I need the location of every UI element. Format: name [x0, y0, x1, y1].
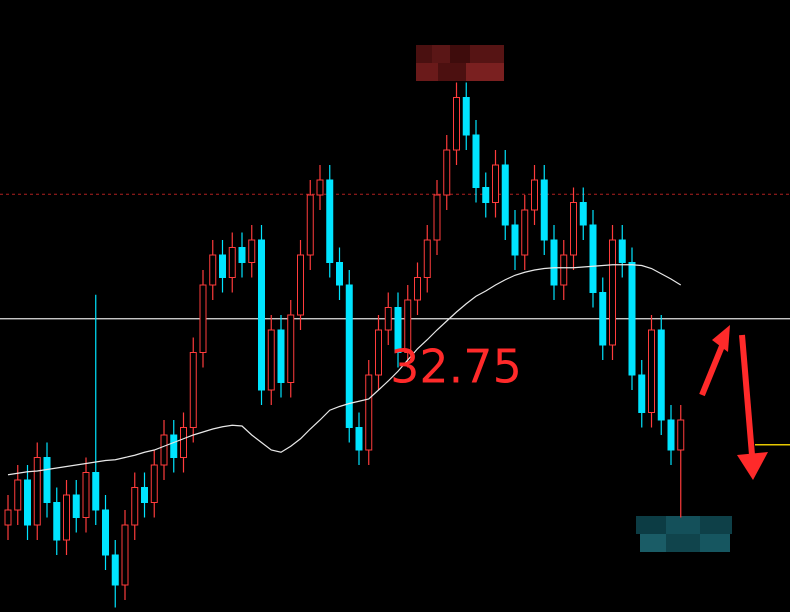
candle-body — [492, 164, 499, 203]
candle-body — [521, 209, 529, 256]
blurred-high-label — [416, 45, 504, 81]
candle-body — [33, 457, 41, 526]
candle-body — [355, 427, 363, 451]
candle-body — [375, 329, 382, 376]
candle-body — [511, 224, 519, 256]
candle-body — [570, 202, 577, 256]
candle-body — [63, 494, 70, 541]
candle-body — [141, 487, 148, 503]
candle-body — [53, 502, 61, 541]
candle-body — [24, 479, 31, 526]
candle-body — [277, 329, 285, 383]
candle-body — [102, 509, 109, 556]
candle-body — [345, 284, 353, 428]
candle-body — [599, 292, 607, 346]
candle-body — [316, 179, 324, 196]
trend-arrows — [699, 325, 768, 480]
candle-body — [72, 494, 80, 518]
candle-body — [326, 179, 334, 263]
candle-body — [628, 262, 636, 376]
level-annotation: 32.75 — [390, 340, 522, 394]
candle-body — [150, 464, 158, 503]
candle-body — [238, 247, 246, 263]
candle-body — [501, 164, 509, 226]
candle-body — [189, 352, 197, 428]
candle-body — [199, 284, 207, 353]
candle-body — [579, 202, 587, 226]
candle-body — [121, 524, 129, 586]
candle-body — [336, 262, 343, 286]
candle-body — [667, 419, 675, 451]
candle-body — [589, 224, 597, 293]
candle-body — [92, 472, 100, 511]
candle-body — [14, 479, 22, 511]
candle-body — [404, 299, 412, 353]
candle-body — [609, 239, 616, 346]
candle-body — [43, 457, 51, 503]
candle-body — [414, 277, 421, 301]
candle-body — [287, 314, 295, 383]
candle-body — [677, 419, 685, 451]
candle-body — [82, 472, 90, 518]
candle-body — [531, 179, 538, 211]
candle-body — [131, 487, 139, 526]
candle-body — [482, 187, 490, 203]
candle-body — [297, 254, 304, 316]
candle-body — [160, 434, 168, 466]
candle-body — [267, 329, 275, 391]
moving-average-line — [7, 264, 682, 476]
candle-body — [657, 329, 665, 421]
candle-body — [618, 239, 626, 263]
candle-body — [648, 329, 655, 413]
candle-body — [248, 239, 256, 263]
candle-body — [384, 307, 392, 331]
candle-body — [472, 134, 480, 188]
candle-body — [443, 149, 451, 196]
blurred-low-label — [636, 516, 732, 552]
candle-body — [365, 374, 373, 451]
candle-body — [540, 179, 548, 241]
candle-body — [219, 254, 226, 278]
candle-body — [4, 509, 12, 526]
candle-body — [228, 247, 236, 278]
candle-body — [560, 254, 568, 286]
candle-body — [423, 239, 431, 278]
candle-body — [258, 239, 265, 391]
candle-body — [180, 427, 187, 458]
candle-body — [306, 194, 314, 256]
candle-body — [111, 554, 119, 586]
candle-body — [453, 97, 460, 151]
candle-body — [394, 307, 402, 353]
candle-body — [550, 239, 558, 286]
candle-body — [462, 97, 470, 136]
candle-body — [638, 374, 646, 413]
candle-body — [433, 194, 441, 241]
candle-body — [170, 434, 178, 458]
candle-body — [209, 254, 217, 286]
